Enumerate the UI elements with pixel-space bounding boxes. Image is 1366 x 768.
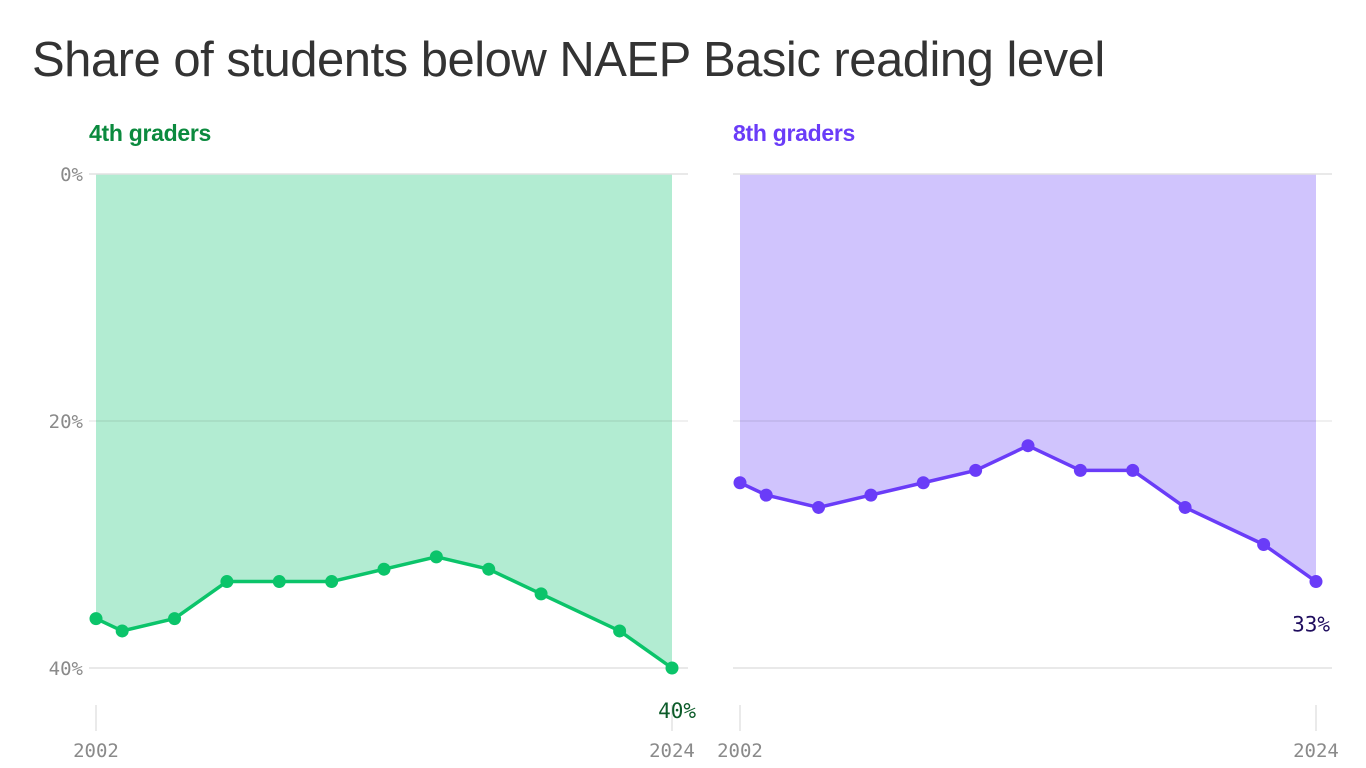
end-value-label: 40% (658, 699, 696, 723)
data-point (1309, 575, 1323, 589)
data-point (220, 575, 234, 589)
area-fill (96, 174, 672, 668)
data-point (1021, 439, 1035, 453)
data-point (613, 624, 627, 638)
data-point (325, 575, 339, 589)
data-point (429, 550, 443, 564)
panel-title-8th-graders: 8th graders (733, 120, 855, 146)
x-tick-label: 2002 (73, 740, 119, 762)
series-line (739, 443, 1318, 583)
data-point (665, 661, 679, 675)
x-tick-label: 2024 (649, 740, 695, 762)
data-point (916, 476, 930, 490)
data-point (377, 562, 391, 576)
data-point (534, 587, 548, 601)
area-fill (740, 174, 1316, 582)
data-point (482, 562, 496, 576)
data-point (759, 488, 773, 502)
x-tick-label: 2024 (1293, 740, 1339, 762)
chart-title: Share of students below NAEP Basic readi… (32, 33, 1105, 87)
data-point (89, 612, 103, 626)
y-tick-label: 40% (49, 658, 84, 680)
end-value-label: 33% (1292, 613, 1330, 637)
y-tick-label: 0% (60, 164, 83, 186)
y-tick-label: 20% (49, 411, 84, 433)
data-point (168, 612, 182, 626)
data-point (115, 624, 129, 638)
data-point (1257, 538, 1271, 551)
data-point (272, 575, 286, 589)
data-point (812, 500, 826, 514)
data-point (864, 488, 878, 502)
data-point (969, 463, 983, 477)
data-point (1126, 463, 1140, 477)
data-point (733, 476, 747, 490)
data-point (1178, 500, 1192, 514)
panel-8th-graders: 2002 2024 33% (717, 173, 1339, 762)
panel-title-4th-graders: 4th graders (89, 120, 211, 146)
series-line (95, 555, 674, 670)
x-tick-label: 2002 (717, 740, 763, 762)
data-point (1073, 463, 1087, 477)
panel-4th-graders: 0% 20% 40% 2002 2024 40% (49, 164, 697, 762)
